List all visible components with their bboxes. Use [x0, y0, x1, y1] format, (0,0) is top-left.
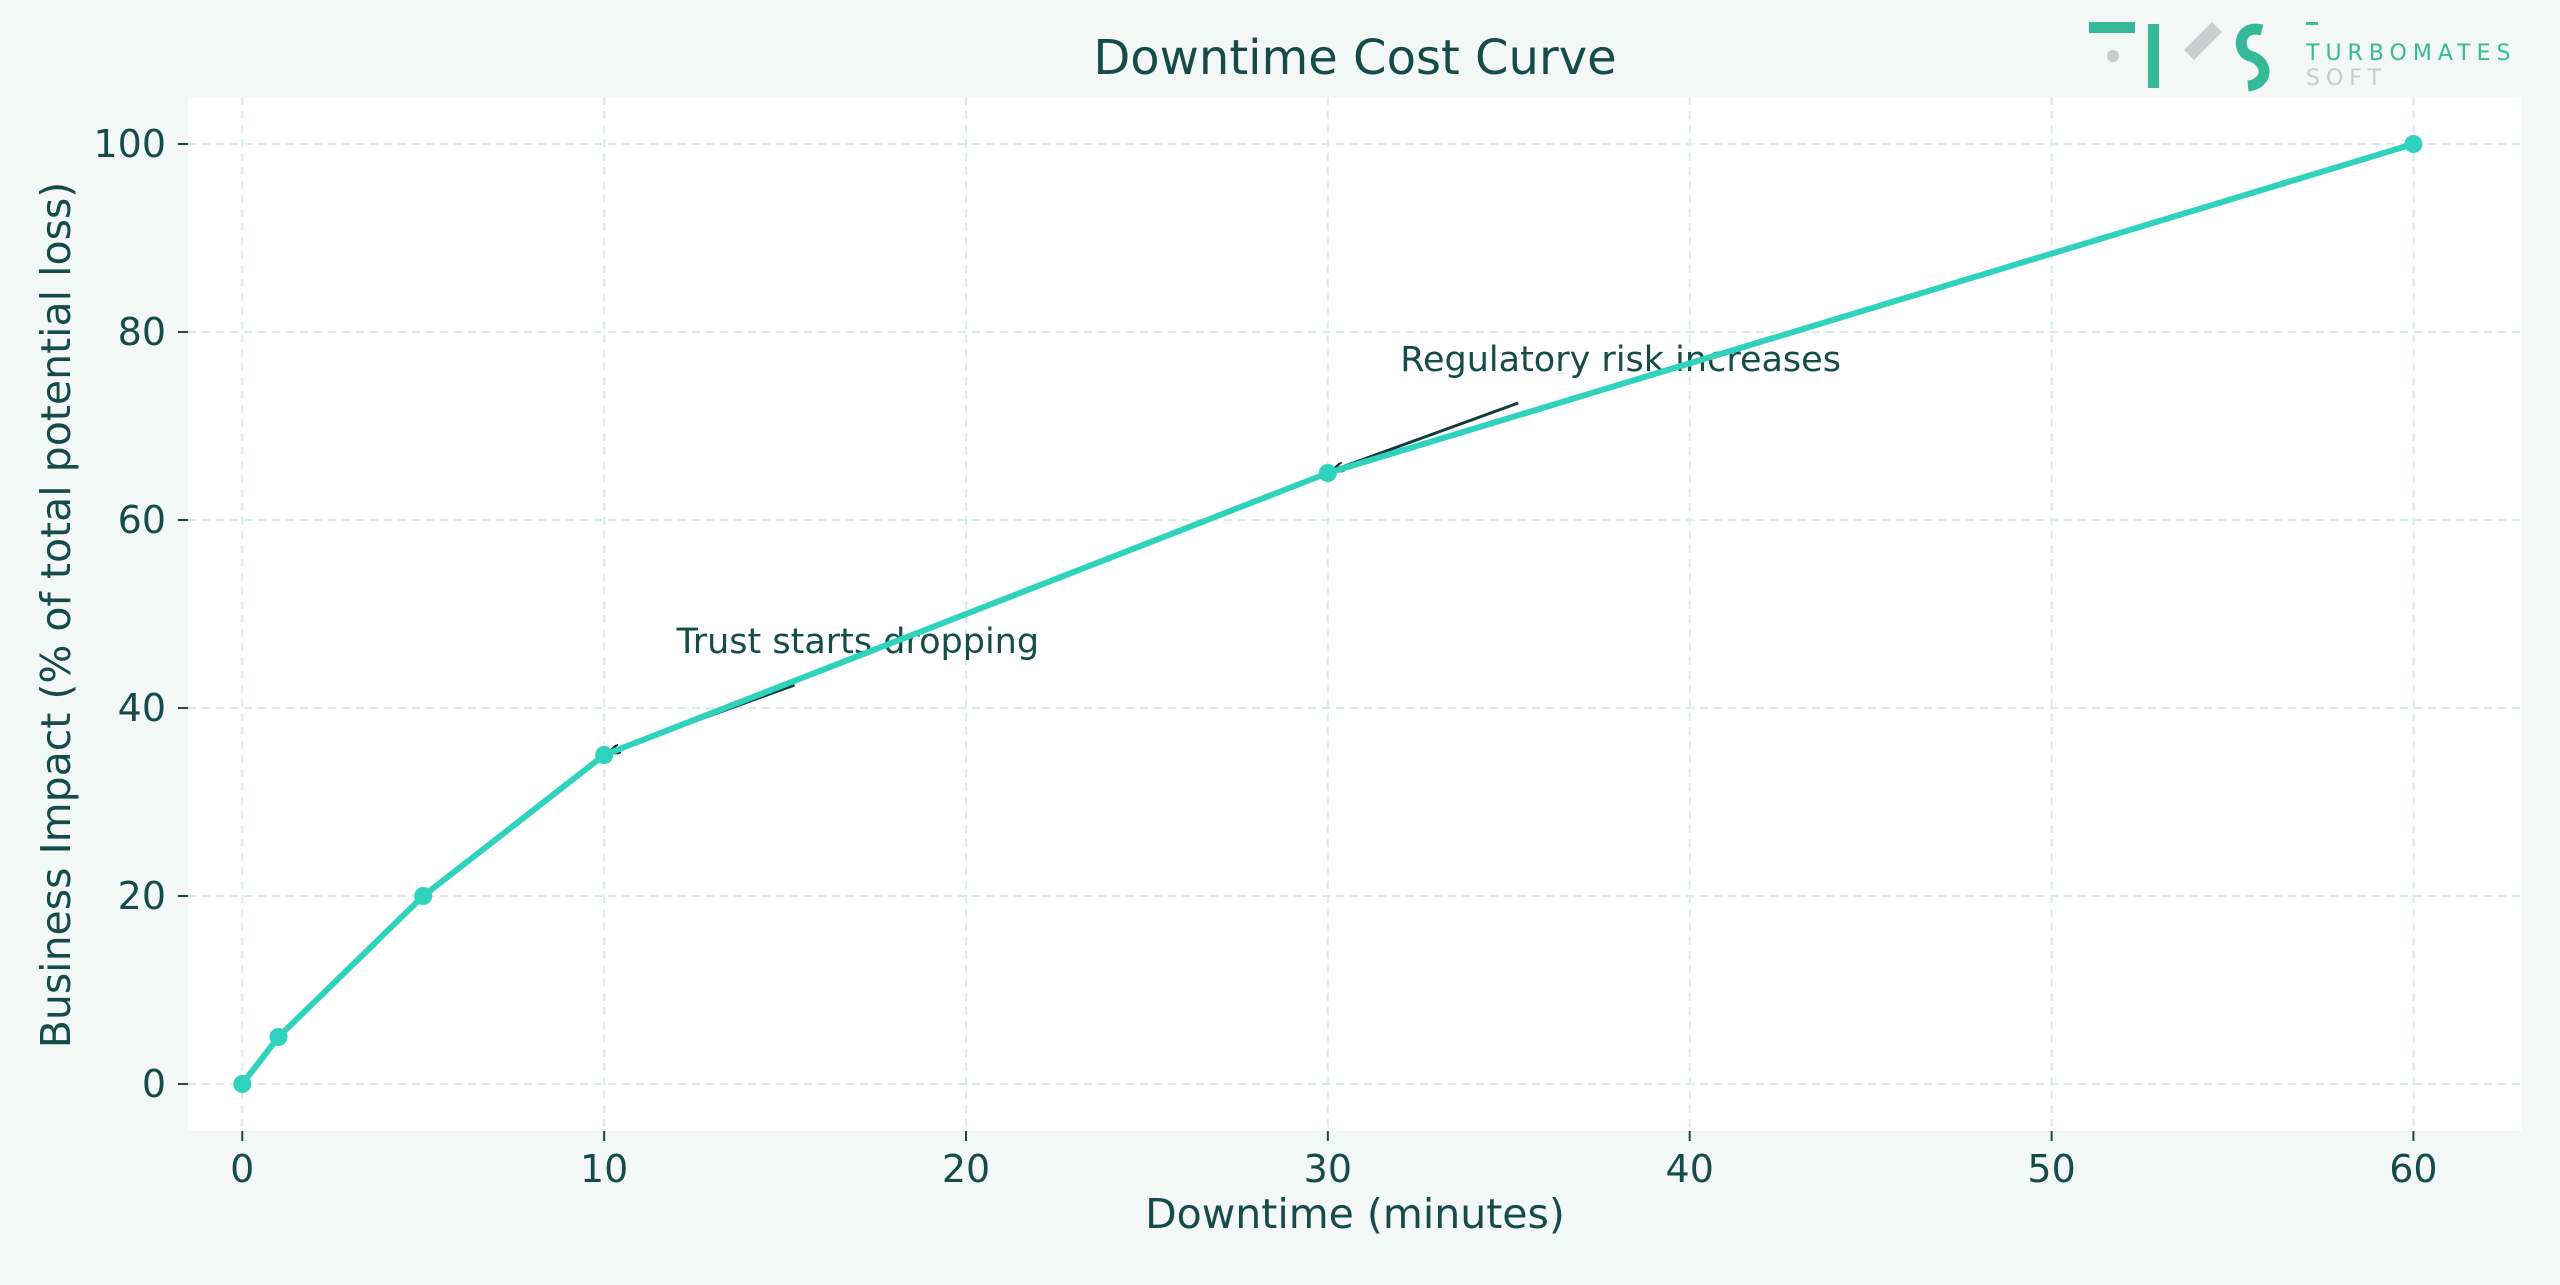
y-tick-label-20: 20	[118, 874, 166, 918]
x-tick-label-0: 0	[230, 1147, 254, 1191]
x-tick-label-20: 20	[942, 1147, 990, 1191]
logo-wordmark: TURBOMATES	[2305, 41, 2516, 66]
data-point-60min	[2404, 135, 2423, 153]
y-tick-label-0: 0	[142, 1062, 166, 1106]
data-point-30min	[1318, 464, 1337, 482]
plot-area	[188, 97, 2522, 1131]
y-tick-label-100: 100	[93, 122, 166, 166]
annotation-label-regulatory: Regulatory risk increases	[1400, 340, 1841, 380]
data-point-5min	[414, 887, 433, 905]
x-tick-label-60: 60	[2389, 1147, 2437, 1191]
y-tick-label-60: 60	[118, 498, 166, 542]
y-tick-label-40: 40	[118, 686, 166, 730]
annotations: Trust starts dropping Regulatory risk in…	[610, 340, 1841, 752]
logo-subtitle: SOFT	[2306, 66, 2387, 91]
data-point-1min	[269, 1028, 288, 1046]
tms-logo-icon	[2089, 22, 2318, 92]
company-logo: TURBOMATES SOFT	[2089, 22, 2516, 92]
y-tick-label-80: 80	[118, 310, 166, 354]
x-tick-label-10: 10	[580, 1147, 628, 1191]
data-point-0min	[233, 1075, 252, 1093]
x-axis-label: Downtime (minutes)	[1145, 1190, 1565, 1238]
y-axis-label: Business Impact (% of total potential lo…	[32, 182, 80, 1049]
x-tick-label-30: 30	[1304, 1147, 1352, 1191]
x-tick-label-50: 50	[2027, 1147, 2075, 1191]
axis-ticks: 0 10 20 30 40 50 60 0 20 40 60 80 100	[93, 122, 2437, 1191]
data-point-10min	[595, 746, 614, 764]
series-line	[239, 141, 2415, 1086]
grid	[188, 97, 2522, 1131]
data-points	[233, 135, 2423, 1093]
x-tick-label-40: 40	[1666, 1147, 1714, 1191]
chart-title: Downtime Cost Curve	[1093, 30, 1616, 86]
